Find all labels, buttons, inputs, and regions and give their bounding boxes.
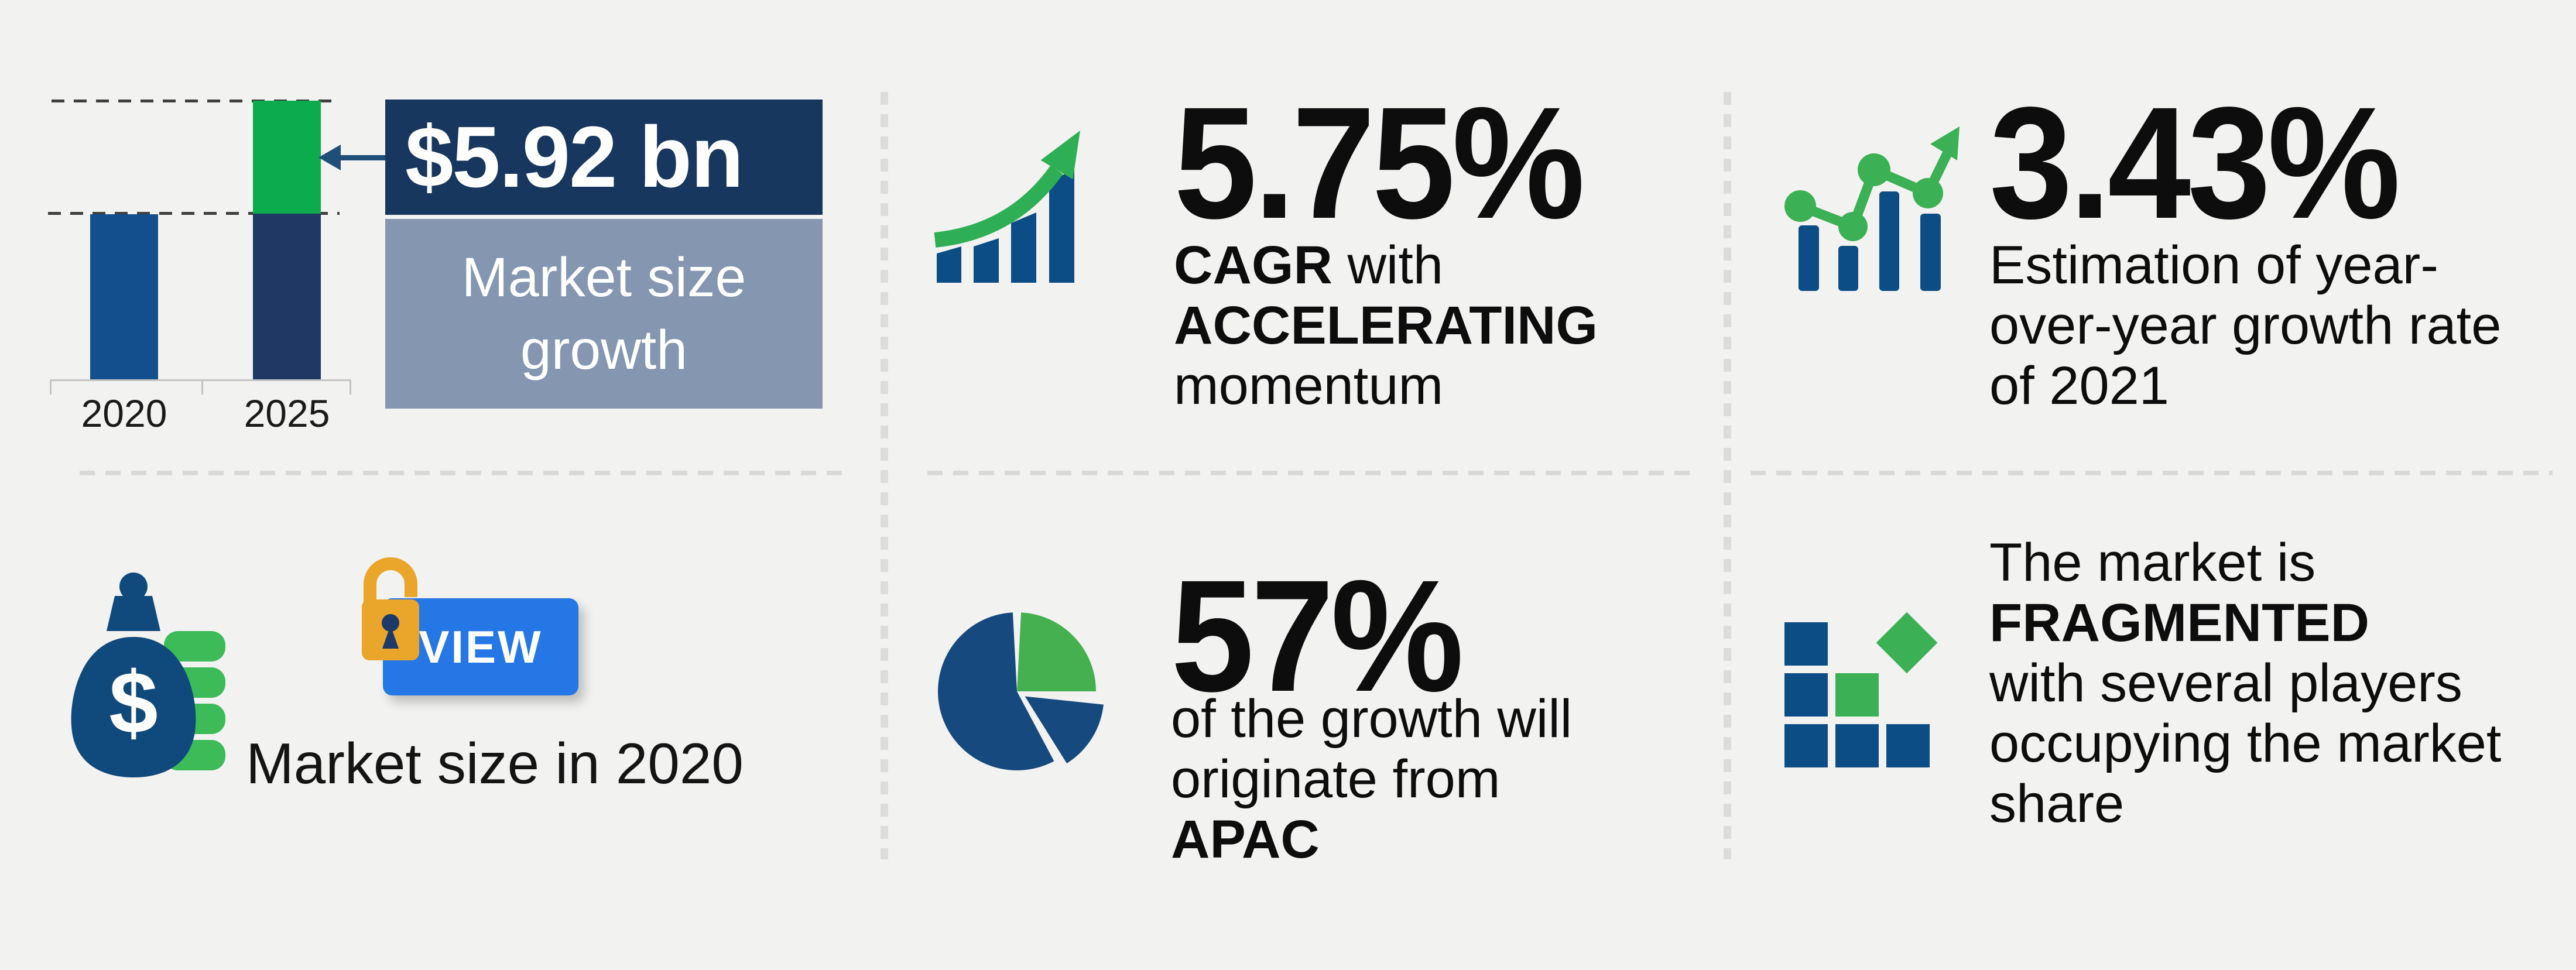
stat-text-bold: APAC: [1171, 810, 1320, 869]
lock-icon: [362, 557, 419, 660]
divider-horizontal-right: [1751, 471, 2553, 475]
divider-horizontal-middle: [927, 471, 1692, 475]
x-axis-line: [50, 379, 351, 381]
stat-text: Estimation of year-: [1989, 235, 2438, 295]
arrow-left-line: [340, 155, 385, 160]
stat-apac-value: 57%: [1171, 547, 1464, 725]
market-value: $5.92 bn: [405, 109, 744, 205]
stat-text-bold: ACCELERATING: [1174, 296, 1598, 355]
divider-horizontal-left: [80, 471, 848, 475]
diamond-icon: [1876, 612, 1938, 674]
stat-yoy-value: 3.43%: [1989, 74, 2400, 252]
arrow-left-icon: [318, 145, 341, 170]
trend-line-bars-icon: [1784, 126, 1960, 291]
stat-text: with several players: [1989, 653, 2462, 713]
stat-text: occupying the market: [1989, 714, 2502, 773]
stat-apac-text: of the growth will originate from APAC: [1171, 689, 1572, 870]
axis-tick: [350, 379, 351, 395]
stat-yoy-text: Estimation of year- over-year growth rat…: [1989, 235, 2501, 416]
axis-tick: [50, 379, 52, 395]
pie-chart: [938, 612, 1104, 771]
money-bag-icon: $: [71, 573, 225, 777]
stat-text: share: [1989, 774, 2125, 834]
stat-text: with: [1332, 235, 1444, 295]
axis-label-2020: 2020: [81, 392, 167, 435]
svg-text:$: $: [109, 653, 157, 752]
market-size-2020-caption: Market size in 2020: [246, 731, 744, 796]
bar-2020: [90, 214, 158, 379]
label-line: growth: [520, 319, 688, 381]
stat-text: momentum: [1174, 356, 1444, 416]
axis-label-2025: 2025: [244, 392, 330, 435]
label-line: Market size: [461, 246, 746, 309]
stat-text-bold: FRAGMENTED: [1989, 593, 2370, 653]
stat-cagr-text: CAGR with ACCELERATING momentum: [1174, 235, 1598, 416]
stat-text-bold: CAGR: [1174, 235, 1332, 295]
axis-tick: [201, 379, 203, 395]
stat-cagr-value: 5.75%: [1174, 74, 1585, 252]
stat-text: The market is: [1989, 533, 2316, 592]
stat-text: of the growth will: [1171, 689, 1573, 749]
bar-2025-base-segment: [253, 214, 321, 379]
stat-text: originate from: [1171, 749, 1501, 809]
market-size-growth-label-box: Market size growth: [385, 219, 823, 409]
dashed-guide-bottom: [48, 212, 340, 215]
bar-2025-growth-segment: [253, 101, 321, 214]
growth-arrow-bars-icon: [934, 131, 1080, 283]
stat-text: of 2021: [1989, 356, 2169, 416]
stat-fragmented-text: The market is FRAGMENTED with several pl…: [1989, 533, 2501, 834]
divider-vertical-2: [1724, 92, 1731, 859]
dashed-guide-top: [52, 100, 340, 102]
coins-icon: [164, 631, 225, 661]
market-value-box: $5.92 bn: [385, 100, 823, 215]
divider-vertical-1: [881, 92, 888, 859]
stat-text: over-year growth rate: [1989, 296, 2502, 355]
